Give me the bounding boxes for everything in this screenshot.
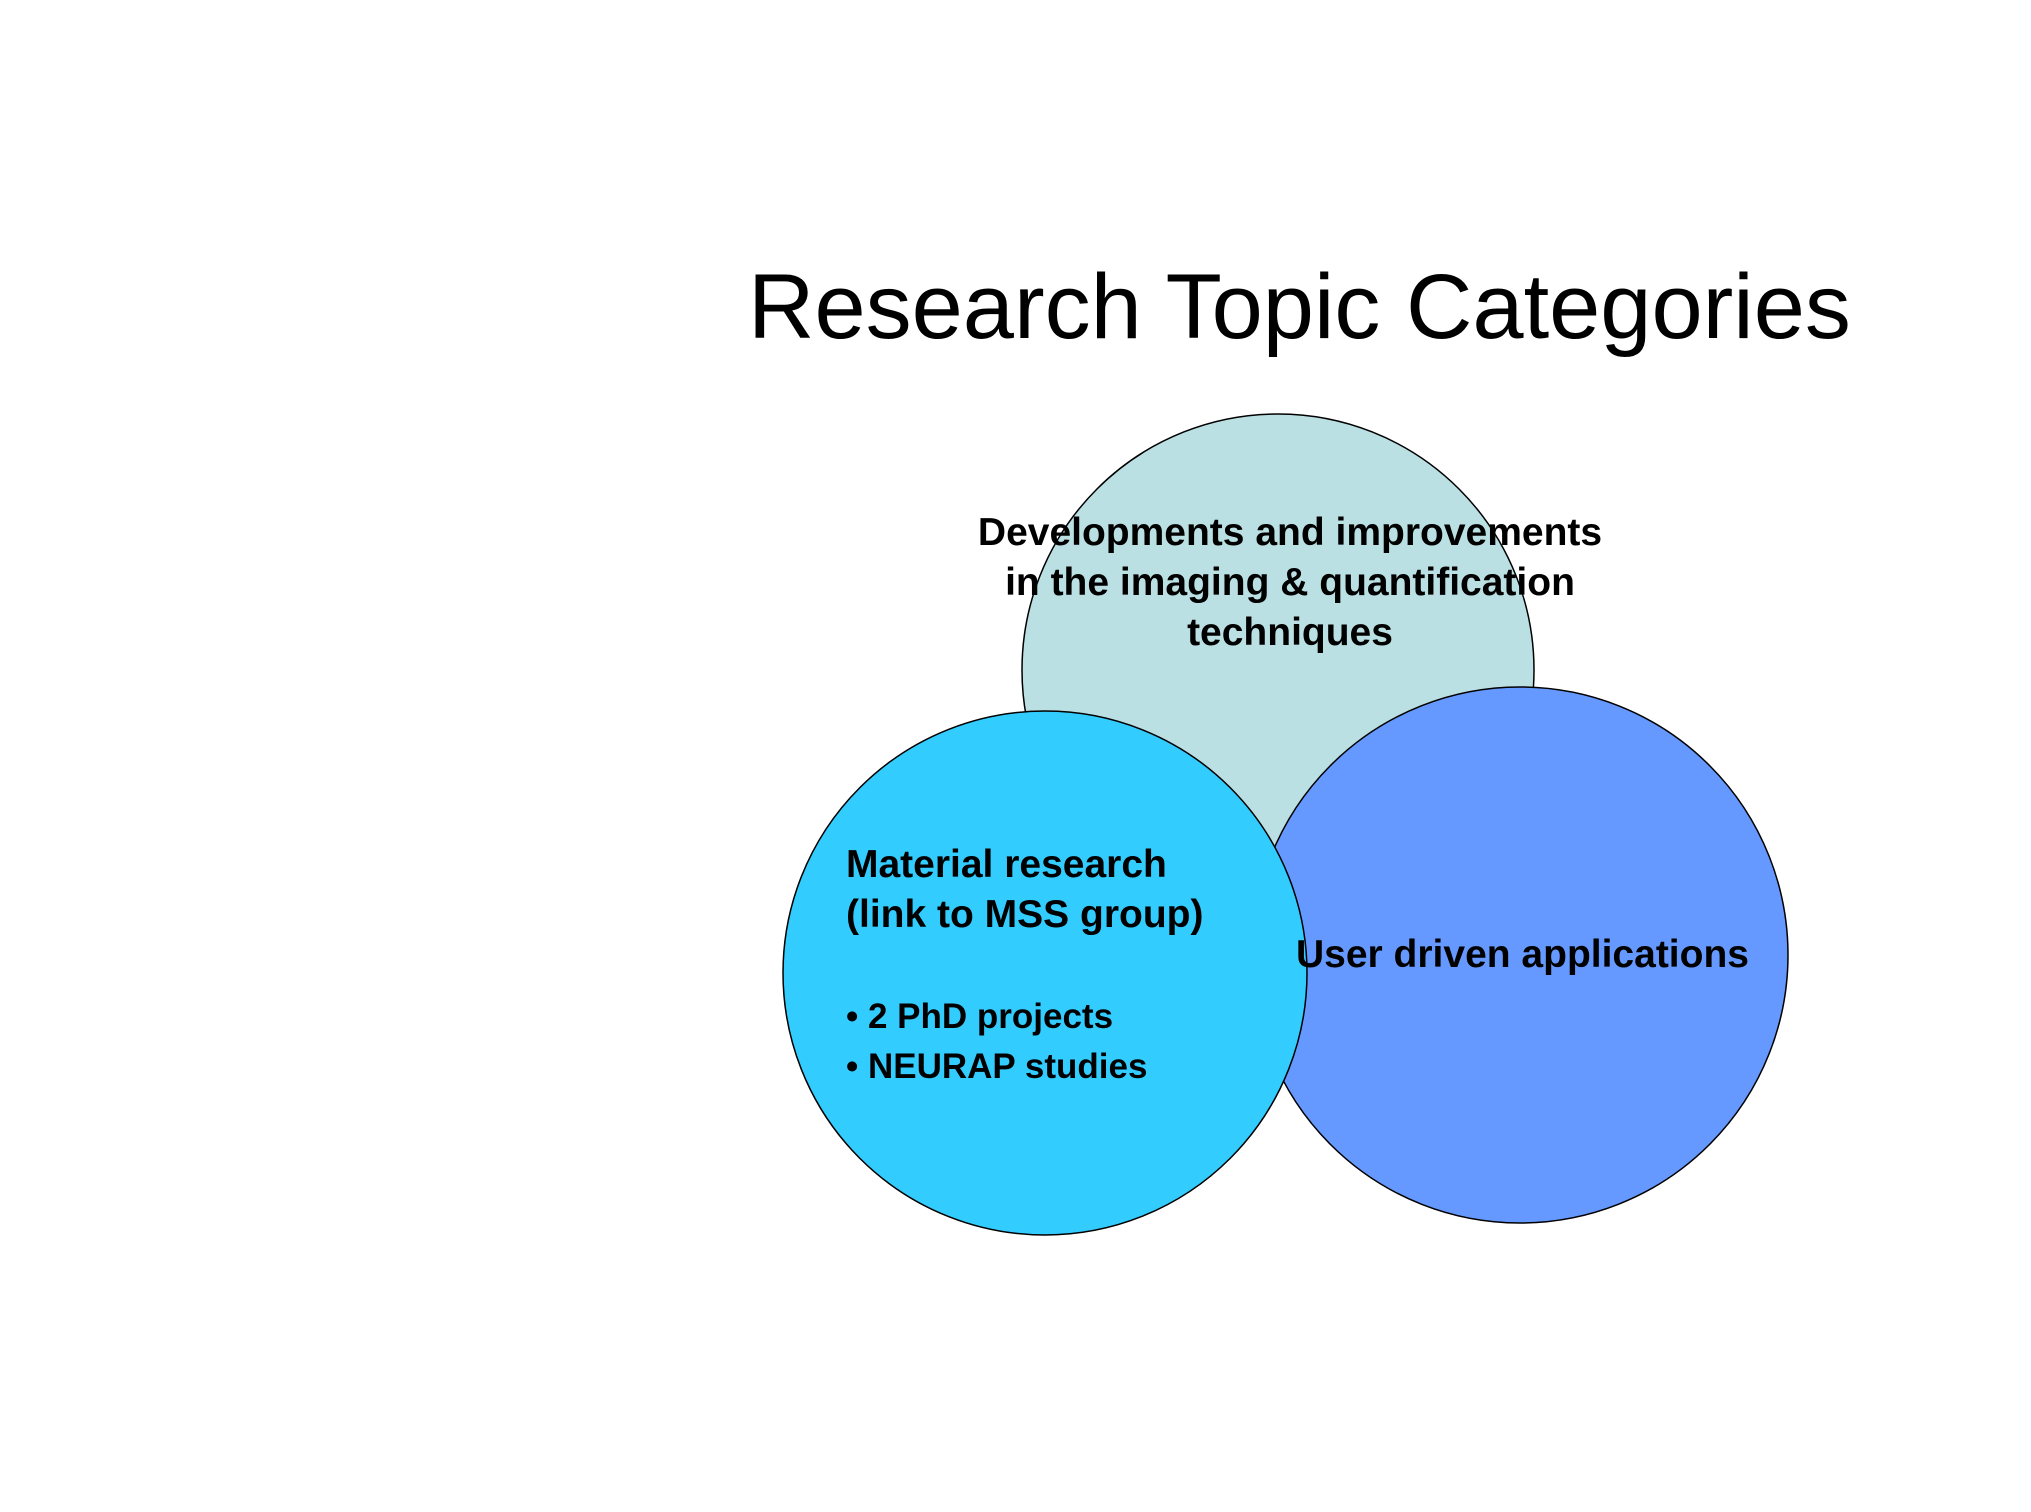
material-research-label: Material research (link to MSS group) <box>846 840 1326 940</box>
imaging-techniques-line-1: Developments and improvements <box>977 511 1603 554</box>
imaging-techniques-line-2: in the imaging & quantification <box>1005 561 1575 604</box>
material-research-line-1: Material research <box>846 843 1167 886</box>
circle-material-research <box>782 710 1308 1236</box>
material-research-bullets: 2 PhD projects NEURAP studies <box>846 992 1147 1092</box>
bullet-item: NEURAP studies <box>846 1042 1147 1092</box>
imaging-techniques-label: Developments and improvements in the ima… <box>930 508 1650 658</box>
user-applications-line-1: User driven applications <box>1296 933 1749 976</box>
bullet-item: 2 PhD projects <box>846 992 1147 1042</box>
user-applications-label: User driven applications <box>1296 930 1796 980</box>
slide-title: Research Topic Categories <box>748 256 1851 358</box>
material-research-line-2: (link to MSS group) <box>846 893 1204 936</box>
imaging-techniques-line-3: techniques <box>1187 611 1393 654</box>
